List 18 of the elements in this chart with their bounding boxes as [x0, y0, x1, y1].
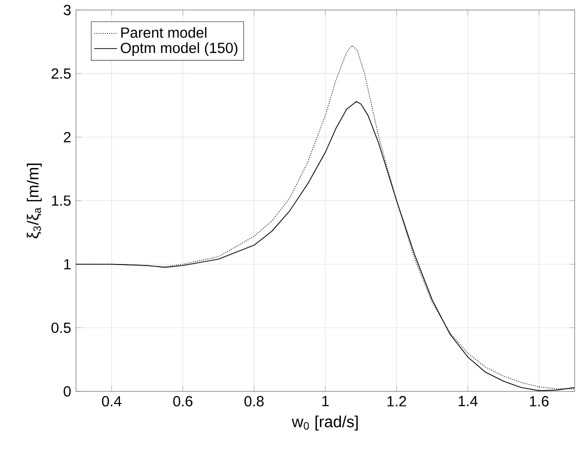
x-tick-label: 1 [322, 396, 329, 406]
y-tick-label: 1.5 [52, 196, 71, 206]
y-tick-label: 1 [64, 259, 71, 270]
y-tick-label: 0 [64, 386, 71, 397]
y-tick-label: 2.5 [52, 68, 71, 79]
x-tick-label: 0.6 [173, 396, 192, 406]
x-tick-label: 0.4 [102, 396, 122, 406]
x-axis-title: w$_{0}$ [rad/s] [292, 416, 358, 430]
x-tick-label: 1.6 [530, 396, 549, 406]
y-tick-label: 2 [64, 132, 71, 142]
legend-label: Optm model (150) [120, 42, 238, 56]
legend-label: Parent model [121, 27, 206, 38]
x-tick-label: 1.4 [458, 396, 478, 406]
y-tick-label: 3 [64, 4, 71, 16]
x-tick-label: 1.2 [387, 396, 406, 406]
y-axis-title: ξ$_{3}$/ξ$_{a}$ [m/m] [26, 164, 42, 238]
x-tick-label: 0.8 [244, 396, 264, 406]
y-tick-label: 0.5 [51, 322, 71, 333]
